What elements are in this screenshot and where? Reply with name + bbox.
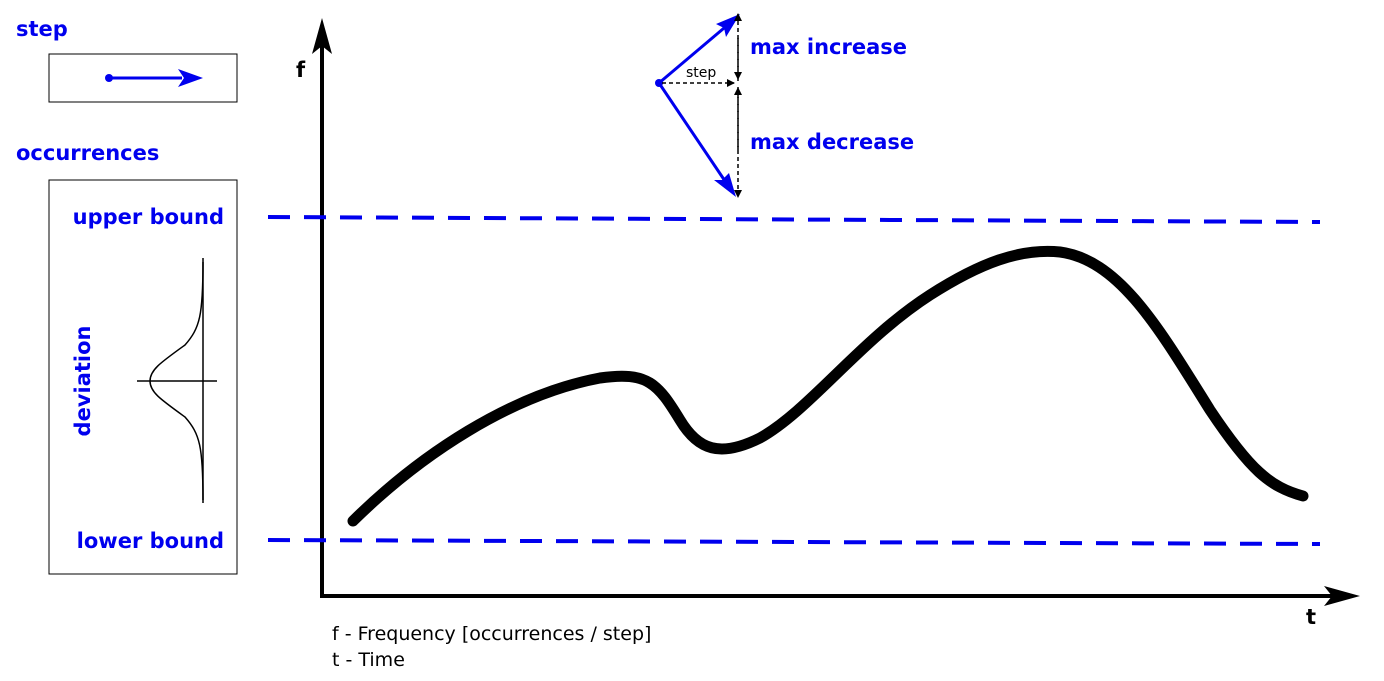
legend-frequency: f - Frequency [occurrences / step] [332,623,651,645]
occurrences-heading: occurrences [16,141,159,165]
upper-bound-line [267,215,1321,224]
legend-time: t - Time [332,649,405,671]
max-decrease-label: max decrease [750,130,914,154]
step-vectors [655,13,742,198]
lower-bound-label: lower bound [77,529,224,553]
step-box [48,53,238,103]
occurrences-box [48,179,238,575]
x-axis [320,586,1360,606]
t-axis-label: t [1306,605,1316,629]
upper-bound-label: upper bound [73,205,224,229]
frequency-curve [347,245,1309,527]
step-heading: step [16,17,68,41]
deviation-label: deviation [71,326,95,437]
right-arrow-icon [105,69,203,87]
lower-bound-line [267,538,1321,546]
bell-curve-icon [137,258,217,503]
step-small-label: step [686,65,716,81]
f-axis-label: f [296,58,306,82]
y-axis [312,18,332,598]
max-increase-label: max increase [750,35,907,59]
